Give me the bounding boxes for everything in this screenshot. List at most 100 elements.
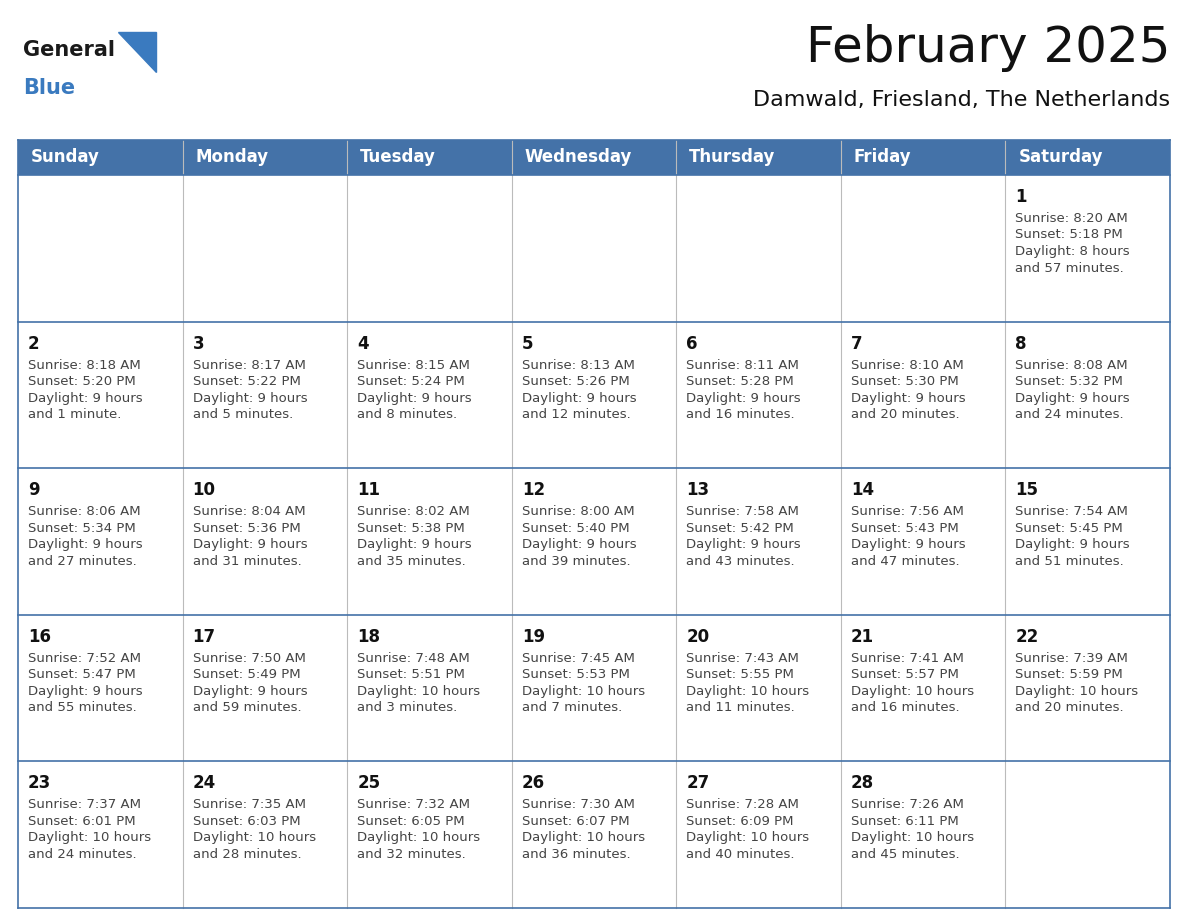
Text: Sunset: 5:36 PM: Sunset: 5:36 PM [192,521,301,534]
Text: 23: 23 [29,775,51,792]
Text: Sunset: 5:24 PM: Sunset: 5:24 PM [358,375,465,388]
Text: and 57 minutes.: and 57 minutes. [1016,262,1124,274]
Text: Sunrise: 7:48 AM: Sunrise: 7:48 AM [358,652,470,665]
Bar [1005,175,1170,321]
Text: and 20 minutes.: and 20 minutes. [851,409,960,421]
Text: and 16 minutes.: and 16 minutes. [851,701,960,714]
Text: Sunset: 5:20 PM: Sunset: 5:20 PM [29,375,135,388]
Text: and 16 minutes.: and 16 minutes. [687,409,795,421]
Text: and 1 minute.: and 1 minute. [29,409,121,421]
Text: and 55 minutes.: and 55 minutes. [29,701,137,714]
Text: 9: 9 [29,481,39,499]
Text: Sunset: 5:42 PM: Sunset: 5:42 PM [687,521,794,534]
Bar [1005,761,1170,908]
Text: Sunset: 5:55 PM: Sunset: 5:55 PM [687,668,794,681]
Text: 3: 3 [192,334,204,353]
Text: Sunrise: 7:32 AM: Sunrise: 7:32 AM [358,799,470,812]
Bar [18,615,183,761]
Text: Daylight: 10 hours: Daylight: 10 hours [29,832,151,845]
Text: Sunset: 5:38 PM: Sunset: 5:38 PM [358,521,465,534]
Text: and 59 minutes.: and 59 minutes. [192,701,302,714]
Text: Sunrise: 7:26 AM: Sunrise: 7:26 AM [851,799,963,812]
Bar [676,468,841,615]
Text: Friday: Friday [854,149,911,166]
Bar [18,175,183,321]
Text: 28: 28 [851,775,874,792]
Text: Sunrise: 7:43 AM: Sunrise: 7:43 AM [687,652,800,665]
Text: Sunrise: 8:10 AM: Sunrise: 8:10 AM [851,359,963,372]
Text: Sunset: 6:07 PM: Sunset: 6:07 PM [522,815,630,828]
Bar [347,321,512,468]
Text: Daylight: 9 hours: Daylight: 9 hours [358,392,472,405]
Text: Sunset: 5:51 PM: Sunset: 5:51 PM [358,668,465,681]
Bar [676,615,841,761]
Text: Daylight: 10 hours: Daylight: 10 hours [851,832,974,845]
Text: Daylight: 10 hours: Daylight: 10 hours [851,685,974,698]
Text: Sunrise: 8:11 AM: Sunrise: 8:11 AM [687,359,800,372]
Text: 1: 1 [1016,188,1026,206]
Text: and 32 minutes.: and 32 minutes. [358,848,466,861]
Text: and 51 minutes.: and 51 minutes. [1016,554,1124,567]
Text: Daylight: 9 hours: Daylight: 9 hours [29,392,143,405]
Text: 11: 11 [358,481,380,499]
Text: Sunset: 5:53 PM: Sunset: 5:53 PM [522,668,630,681]
Text: Sunrise: 8:08 AM: Sunrise: 8:08 AM [1016,359,1129,372]
Text: Sunset: 5:18 PM: Sunset: 5:18 PM [1016,229,1123,241]
Text: 6: 6 [687,334,697,353]
Text: and 39 minutes.: and 39 minutes. [522,554,631,567]
Text: Daylight: 9 hours: Daylight: 9 hours [522,392,637,405]
Text: 26: 26 [522,775,545,792]
Text: Sunrise: 7:54 AM: Sunrise: 7:54 AM [1016,505,1129,518]
Text: Sunset: 5:49 PM: Sunset: 5:49 PM [192,668,301,681]
Text: and 43 minutes.: and 43 minutes. [687,554,795,567]
Text: and 11 minutes.: and 11 minutes. [687,701,795,714]
Text: Sunrise: 8:02 AM: Sunrise: 8:02 AM [358,505,470,518]
Text: Daylight: 9 hours: Daylight: 9 hours [851,538,966,551]
Text: 7: 7 [851,334,862,353]
Text: and 20 minutes.: and 20 minutes. [1016,701,1124,714]
Bar [1005,321,1170,468]
Text: Sunrise: 7:28 AM: Sunrise: 7:28 AM [687,799,800,812]
Text: Daylight: 9 hours: Daylight: 9 hours [687,392,801,405]
Text: and 47 minutes.: and 47 minutes. [851,554,960,567]
Text: 25: 25 [358,775,380,792]
Bar [1005,615,1170,761]
Text: Daylight: 9 hours: Daylight: 9 hours [522,538,637,551]
Text: Sunset: 5:59 PM: Sunset: 5:59 PM [1016,668,1123,681]
Bar [841,468,1005,615]
Bar [841,175,1005,321]
Text: and 5 minutes.: and 5 minutes. [192,409,292,421]
Text: 2: 2 [29,334,39,353]
Text: 24: 24 [192,775,216,792]
Text: Daylight: 9 hours: Daylight: 9 hours [29,685,143,698]
Text: and 24 minutes.: and 24 minutes. [1016,409,1124,421]
Text: 15: 15 [1016,481,1038,499]
Text: 4: 4 [358,334,368,353]
Text: Sunrise: 7:52 AM: Sunrise: 7:52 AM [29,652,141,665]
Text: Sunrise: 7:56 AM: Sunrise: 7:56 AM [851,505,963,518]
Text: 19: 19 [522,628,545,645]
Text: Sunrise: 7:41 AM: Sunrise: 7:41 AM [851,652,963,665]
Bar [676,761,841,908]
Bar [841,615,1005,761]
Text: Sunrise: 7:37 AM: Sunrise: 7:37 AM [29,799,141,812]
Text: 14: 14 [851,481,874,499]
Text: Daylight: 8 hours: Daylight: 8 hours [1016,245,1130,258]
Text: Daylight: 9 hours: Daylight: 9 hours [192,392,308,405]
Text: Daylight: 9 hours: Daylight: 9 hours [1016,538,1130,551]
Text: Sunrise: 7:30 AM: Sunrise: 7:30 AM [522,799,634,812]
Text: 13: 13 [687,481,709,499]
Text: Blue: Blue [23,78,75,98]
Text: 21: 21 [851,628,874,645]
Text: Sunset: 5:22 PM: Sunset: 5:22 PM [192,375,301,388]
Bar [512,615,676,761]
Text: Daylight: 10 hours: Daylight: 10 hours [358,832,480,845]
Bar [512,761,676,908]
Text: Sunset: 5:40 PM: Sunset: 5:40 PM [522,521,630,534]
Text: Daylight: 10 hours: Daylight: 10 hours [1016,685,1138,698]
Bar [183,761,347,908]
Bar [183,615,347,761]
Text: Daylight: 9 hours: Daylight: 9 hours [192,685,308,698]
Text: Sunset: 5:34 PM: Sunset: 5:34 PM [29,521,135,534]
Text: and 8 minutes.: and 8 minutes. [358,409,457,421]
